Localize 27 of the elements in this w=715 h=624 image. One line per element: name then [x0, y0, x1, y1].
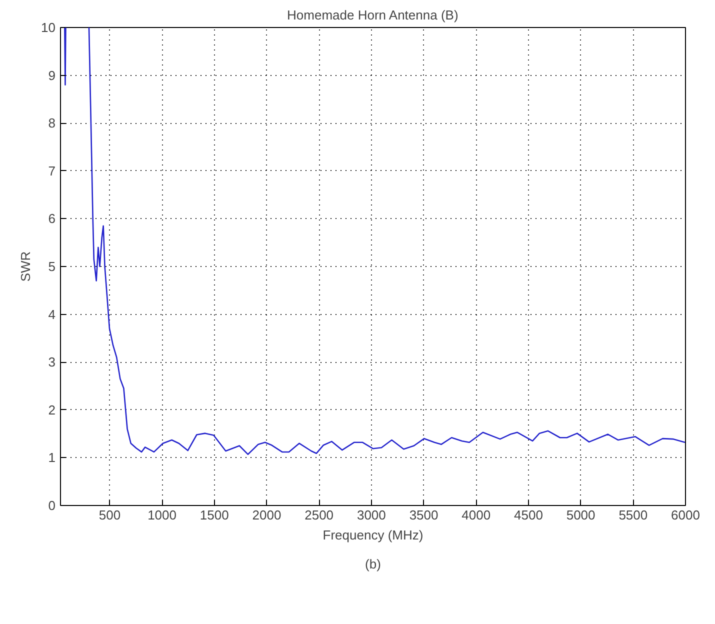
x-tick-label: 1500: [200, 508, 229, 522]
x-tick-label: 5500: [618, 508, 648, 522]
x-tick-label: 2500: [304, 508, 334, 522]
x-tick-label: 6000: [671, 508, 700, 522]
chart-title: Homemade Horn Antenna (B): [287, 8, 458, 22]
y-tick-label: 9: [48, 68, 56, 83]
x-tick-label: 4500: [514, 508, 543, 522]
y-tick-label: 6: [48, 211, 56, 226]
x-tick-label: 1000: [148, 508, 177, 522]
x-axis-title: Frequency (MHz): [322, 528, 424, 542]
y-tick-label: 3: [48, 354, 56, 370]
y-tick-label: 1: [48, 450, 56, 466]
y-tick-label: 4: [48, 306, 56, 322]
x-tick-label: 5000: [566, 508, 596, 522]
y-tick-label: 0: [48, 498, 56, 513]
x-tick-label: 3500: [409, 508, 438, 522]
x-tick-label: 2000: [252, 508, 282, 522]
x-tick-label: 4000: [462, 508, 491, 522]
x-tick-label: 3000: [356, 508, 386, 522]
x-tick-label: 500: [98, 508, 121, 522]
y-tick-label: 10: [41, 20, 56, 35]
y-tick-label: 7: [48, 163, 56, 178]
y-axis-title: SWR: [18, 251, 34, 282]
y-tick-label: 5: [48, 259, 56, 274]
text: (b): [365, 556, 381, 572]
y-tick-label: 2: [48, 402, 56, 418]
y-tick-label: 8: [48, 116, 56, 131]
